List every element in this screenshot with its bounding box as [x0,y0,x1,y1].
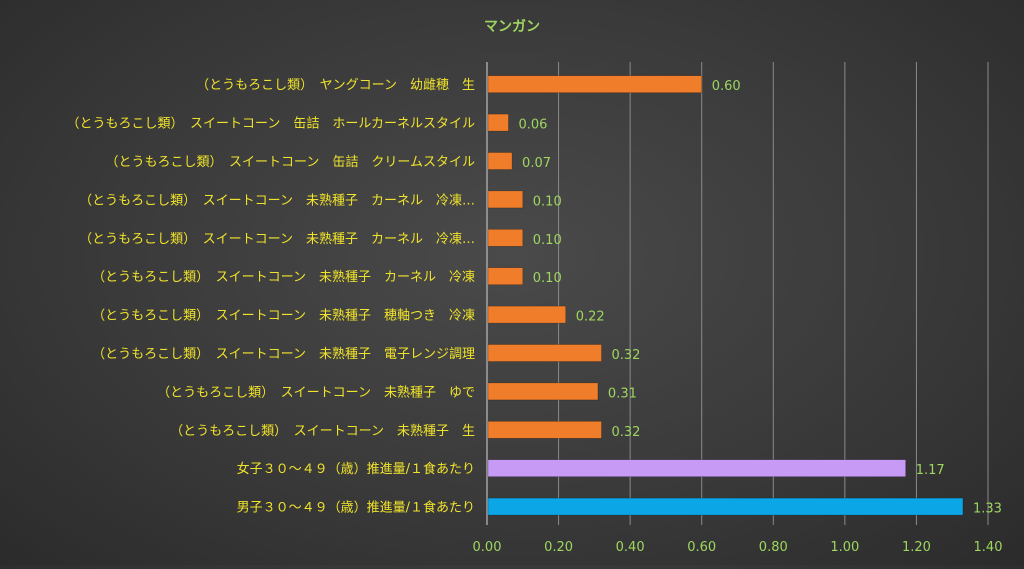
gridlines [558,62,989,525]
bar [487,113,509,132]
data-label: 0.10 [533,271,562,286]
bar [487,152,513,170]
bar [487,267,524,286]
x-tick-label: 0.60 [687,540,716,555]
chart-title: マンガン [484,19,540,35]
x-tick-label: 1.00 [830,540,859,555]
data-label: 1.33 [973,502,1002,517]
category-label: （とうもろこし類） スイートコーン 未熟種子 ゆで [157,384,475,400]
data-label: 0.10 [533,233,562,248]
x-tick-label: 0.20 [544,540,573,555]
category-label: （とうもろこし類） スイートコーン 缶詰 クリームスタイル [106,154,475,170]
labels: 0.00 0.20 0.40 0.60 0.80 1.00 1.20 1.40 （とうもろこし類… [67,77,1003,555]
bar [487,305,567,324]
category-label: （とうもろこし類） スイートコーン 未熟種子 カーネル 冷凍… [79,231,475,247]
x-tick-label: 1.20 [902,540,931,555]
data-label: 0.32 [612,425,641,440]
category-label: （とうもろこし類） スイートコーン 缶詰 ホールカーネルスタイル [67,116,475,132]
bar [487,382,599,401]
bar [487,497,964,516]
data-label: 0.06 [518,118,547,133]
bar [487,459,906,478]
bar [487,190,524,209]
bar [487,75,703,93]
data-label: 0.10 [533,194,562,209]
bar [487,229,524,247]
category-label: 男子３０～４９（歳）推進量/１食あたり [237,500,475,516]
data-label: 1.17 [916,463,945,478]
x-tick-label: 1.40 [974,540,1003,555]
data-label: 0.31 [608,386,637,401]
data-label: 0.32 [612,348,641,363]
bar [487,344,602,362]
category-label: （とうもろこし類） スイートコーン 未熟種子 穂軸つき 冷凍 [92,308,475,324]
data-label: 0.07 [522,156,551,171]
data-label: 0.22 [576,310,605,325]
data-label: 0.60 [712,79,741,94]
category-label: （とうもろこし類） ヤングコーン 幼雌穂 生 [196,77,475,93]
category-label: 女子３０～４９（歳）推進量/１食あたり [237,461,475,477]
bars [487,75,964,516]
category-label: （とうもろこし類） スイートコーン 未熟種子 生 [170,423,475,439]
category-label: （とうもろこし類） スイートコーン 未熟種子 電子レンジ調理 [92,346,475,362]
bar [487,420,602,439]
x-tick-label: 0.80 [759,540,788,555]
category-label: （とうもろこし類） スイートコーン 未熟種子 カーネル 冷凍 [92,269,475,285]
x-tick-label: 0.40 [616,540,645,555]
category-label: （とうもろこし類） スイートコーン 未熟種子 カーネル 冷凍… [79,192,475,208]
x-tick-label: 0.00 [473,540,502,555]
